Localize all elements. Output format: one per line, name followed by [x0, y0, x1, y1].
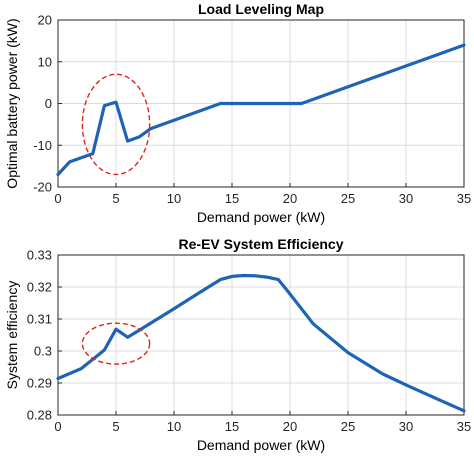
y-tick-label: 0	[45, 96, 52, 111]
x-tick-label: 35	[457, 191, 471, 206]
y-tick-label: 20	[38, 13, 52, 28]
y-tick-label: 0.33	[27, 248, 52, 263]
x-tick-label: 0	[54, 191, 61, 206]
x-axis-label: Demand power (kW)	[197, 437, 325, 453]
x-tick-label: 10	[167, 419, 181, 434]
load-leveling-chart: 0 5 10 15 20 25 30 35 -20 -10 0 10 20 Load Leveling M…	[4, 1, 471, 225]
x-tick-label: 5	[112, 419, 119, 434]
y-tick-label: 10	[38, 54, 52, 69]
y-tick-label: 0.29	[27, 376, 52, 391]
series-line	[56, 273, 466, 413]
series-line	[56, 43, 466, 177]
y-tick-label: 0.32	[27, 280, 52, 295]
x-tick-label: 30	[399, 191, 413, 206]
x-tick-label: 25	[341, 419, 355, 434]
x-tick-label: 20	[283, 419, 297, 434]
x-tick-label: 0	[54, 419, 61, 434]
x-axis-label: Demand power (kW)	[197, 209, 325, 225]
x-tick-label: 10	[167, 191, 181, 206]
x-tick-label: 30	[399, 419, 413, 434]
x-tick-label: 5	[112, 191, 119, 206]
y-tick-label: 0.31	[27, 312, 52, 327]
x-tick-label: 15	[225, 191, 239, 206]
x-tick-label: 20	[283, 191, 297, 206]
highlight-ellipse	[81, 73, 151, 176]
y-axis-label: Optimal battery power (kW)	[4, 18, 20, 188]
y-tick-label: 0.28	[27, 408, 52, 423]
chart-title: Load Leveling Map	[198, 1, 324, 17]
y-tick-label: -20	[33, 180, 52, 195]
y-tick-label: -10	[33, 138, 52, 153]
x-tick-label: 15	[225, 419, 239, 434]
highlight-ellipse	[81, 322, 151, 365]
x-tick-label: 35	[457, 419, 471, 434]
system-efficiency-chart: 0 5 10 15 20 25 30 35 0.28 0.29 0.3 0.31 0.32 0.33 Re-…	[4, 236, 471, 453]
x-tick-label: 25	[341, 191, 355, 206]
chart-title: Re-EV System Efficiency	[179, 236, 344, 252]
y-axis-label: System efficiency	[4, 281, 20, 390]
axes-box	[57, 254, 465, 416]
y-tick-label: 0.3	[34, 344, 52, 359]
